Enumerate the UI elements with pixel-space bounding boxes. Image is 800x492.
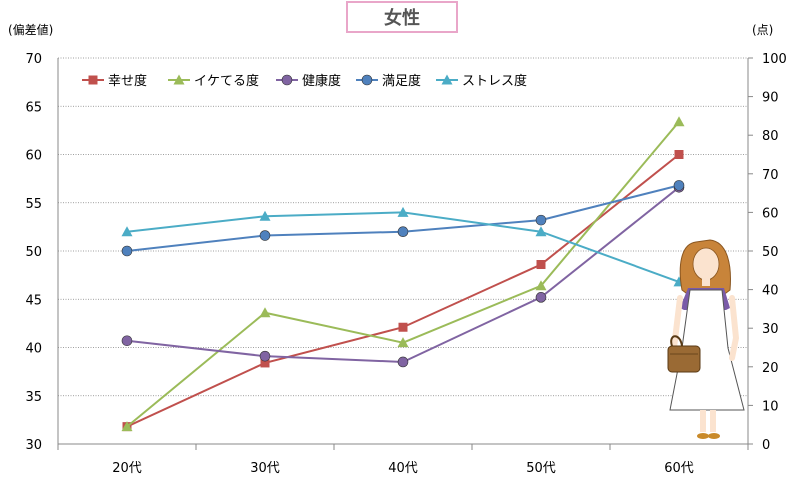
series-line [126,211,680,283]
right-tick-label: 0 [762,438,770,453]
data-point [674,150,684,159]
data-point [260,358,270,368]
right-tick-label: 60 [762,206,779,221]
legend-item: ストレス度 [436,73,527,89]
right-axis-ticks: 0 10 20 30 40 50 60 70 80 90 100 [762,52,787,453]
data-point [259,350,271,362]
legend-item: イケてる度 [168,73,259,89]
series-line [126,121,680,428]
data-point [259,230,271,241]
left-axis-ticks: 30 35 40 45 50 55 60 65 70 [25,52,42,453]
right-axis-label: (点) [752,23,773,37]
left-tick-label: 70 [25,52,42,67]
right-tick-label: 90 [762,91,779,106]
left-tick-label: 60 [25,149,42,164]
legend-label: ストレス度 [462,73,527,89]
legend-item: 満足度 [356,73,421,89]
right-tick-label: 50 [762,245,779,260]
data-point [535,226,547,237]
gridlines [58,57,748,397]
left-tick-label: 55 [25,197,42,212]
series [122,150,684,432]
series-line [126,184,680,252]
axes [57,57,753,450]
legend-label: イケてる度 [194,73,259,89]
data-point [535,280,547,291]
data-point [361,74,373,86]
data-point [535,214,547,226]
left-tick-label: 30 [25,438,42,453]
left-tick-label: 45 [25,293,42,308]
data-point [121,335,133,347]
data-point [398,322,408,332]
data-point [397,226,409,237]
right-tick-label: 10 [762,399,779,414]
x-tick-label: 50代 [526,461,556,476]
data-point [88,75,98,85]
woman-illustration [667,239,745,439]
series [121,180,685,257]
right-tick-label: 40 [762,284,779,299]
legend-label: 健康度 [302,73,341,89]
legend-item: 幸せ度 [82,73,147,89]
data-point [259,210,271,221]
data-point [397,206,409,217]
series [121,116,685,432]
x-tick-label: 30代 [250,461,280,476]
right-tick-label: 80 [762,129,779,144]
series-line [126,153,680,428]
legend: 幸せ度 イケてる度 健康度 満足度 ストレス度 [82,73,527,89]
data-point [441,74,453,85]
left-tick-label: 35 [25,390,42,405]
chart-title: 女性 [346,1,458,33]
x-axis-ticks: 20代 30代 40代 50代 60代 [112,461,694,476]
left-tick-label: 40 [25,342,42,357]
left-tick-label: 65 [25,100,42,115]
series [121,206,685,287]
right-tick-label: 30 [762,322,779,337]
legend-item: 健康度 [276,73,341,89]
right-tick-label: 70 [762,168,779,183]
data-point [121,226,133,237]
right-tick-label: 20 [762,361,779,376]
data-point [673,180,685,191]
legend-label: 満足度 [382,73,421,89]
x-tick-label: 60代 [664,461,694,476]
data-point [535,292,547,303]
right-tick-label: 100 [762,52,787,67]
data-point [397,356,409,368]
series-group [121,116,685,432]
data-point [397,337,409,348]
data-point [173,74,185,85]
x-tick-label: 40代 [388,461,418,476]
left-axis-label: (偏差値) [8,22,53,37]
data-point [259,307,271,318]
x-tick-label: 20代 [112,461,142,476]
data-point [536,260,546,270]
legend-label: 幸せ度 [108,73,147,89]
data-point [673,116,685,127]
left-tick-label: 50 [25,245,42,260]
data-point [281,74,293,86]
data-point [121,245,133,257]
data-point [121,421,133,432]
